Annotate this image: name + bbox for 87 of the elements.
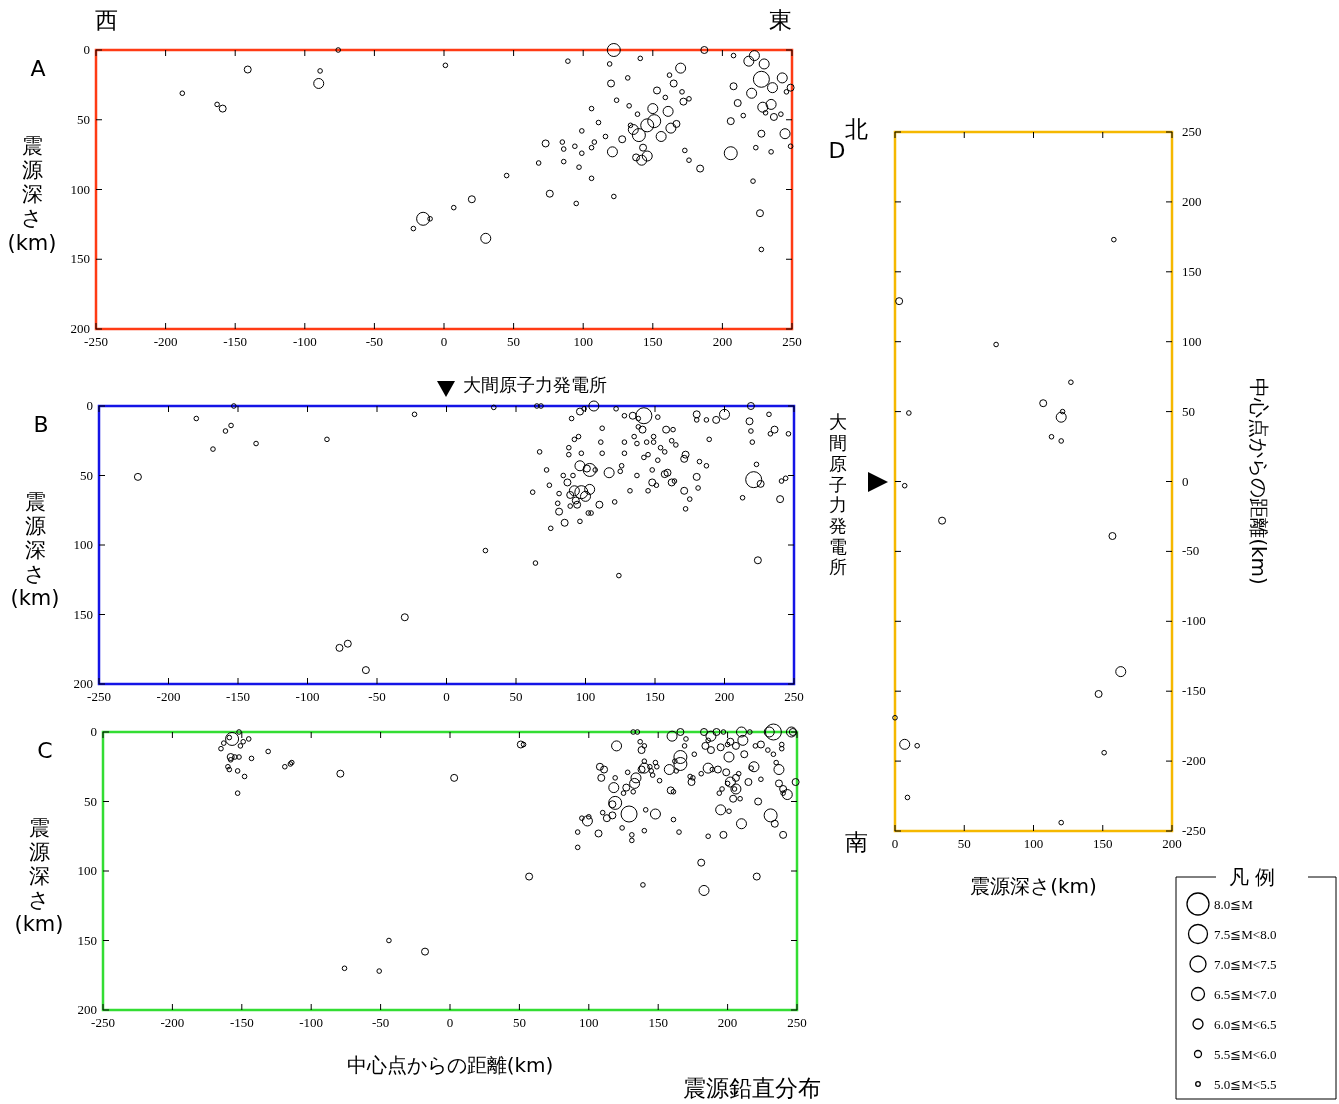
y2-tick-label: 0 <box>1182 473 1189 489</box>
x-tick-label: -100 <box>292 334 317 349</box>
y2-tick-label: -50 <box>1182 543 1200 559</box>
y-tick-label: 200 <box>73 676 93 691</box>
y2-axis-title: 中心点からの距離(km) <box>1247 378 1271 585</box>
y2-tick-label: -250 <box>1182 823 1206 838</box>
x-tick-label: 100 <box>573 334 593 349</box>
y-tick-label: 150 <box>73 606 93 622</box>
y2-tick-label: 250 <box>1182 124 1202 139</box>
x-tick-label: -150 <box>223 334 248 349</box>
x-tick-label: 250 <box>782 334 802 349</box>
x-tick-label: 250 <box>784 689 804 704</box>
x-axis-title: 中心点からの距離(km) <box>346 1053 554 1077</box>
legend-label: 5.0≦M<5.5 <box>1214 1077 1277 1092</box>
y-tick-label: 0 <box>83 42 90 57</box>
x-tick-label: -200 <box>156 689 181 704</box>
y-tick-label: 0 <box>90 724 97 739</box>
x-tick-label: -200 <box>153 334 178 349</box>
text: 北 <box>844 116 868 142</box>
chart-title: A <box>30 56 46 81</box>
x-tick-label: 100 <box>579 1015 599 1030</box>
x-tick-label: 150 <box>645 689 665 704</box>
y-tick-label: 100 <box>77 863 97 878</box>
legend-label: 6.5≦M<7.0 <box>1214 987 1277 1002</box>
text: 南 <box>844 829 868 855</box>
legend-title: 凡 例 <box>1228 865 1276 889</box>
x-tick-label: -150 <box>226 689 250 704</box>
x-tick-label: 50 <box>512 1015 526 1030</box>
x-axis-title: 震源深さ(km) <box>970 874 1097 898</box>
x-tick-label: -100 <box>299 1015 324 1030</box>
x-tick-label: 100 <box>575 689 596 704</box>
y2-tick-label: -100 <box>1182 613 1206 629</box>
x-tick-label: 200 <box>1162 836 1182 851</box>
x-tick-label: -50 <box>365 334 384 349</box>
y-tick-label: 100 <box>73 537 93 552</box>
text: 大間原子力発電所 <box>463 374 607 395</box>
text: 西 <box>94 7 118 33</box>
x-tick-label: 0 <box>443 689 450 704</box>
y-tick-label: 100 <box>70 181 90 197</box>
legend-label: 7.5≦M<8.0 <box>1214 927 1277 942</box>
chart-title: B <box>33 412 49 437</box>
y2-tick-label: -200 <box>1182 753 1206 769</box>
x-tick-label: -250 <box>87 689 111 704</box>
x-tick-label: 200 <box>714 689 735 704</box>
legend-label: 5.5≦M<6.0 <box>1214 1047 1277 1062</box>
y2-tick-label: 200 <box>1182 193 1202 209</box>
y-tick-label: 0 <box>86 398 93 413</box>
x-tick-label: -250 <box>91 1015 115 1030</box>
x-tick-label: -50 <box>371 1015 390 1030</box>
x-tick-label: -250 <box>84 334 108 349</box>
text: 大間原子力発電所 <box>829 411 847 578</box>
x-tick-label: 200 <box>712 334 733 349</box>
x-tick-label: 200 <box>717 1015 738 1030</box>
y-tick-label: 150 <box>70 251 90 267</box>
x-tick-label: 0 <box>891 836 899 851</box>
legend-label: 6.0≦M<6.5 <box>1214 1017 1277 1032</box>
x-tick-label: -200 <box>160 1015 185 1030</box>
x-tick-label: 50 <box>957 836 971 851</box>
x-tick-label: 150 <box>1093 836 1113 851</box>
x-tick-label: 150 <box>648 1015 668 1030</box>
x-tick-label: 150 <box>643 334 663 349</box>
y-tick-label: 50 <box>77 111 90 127</box>
legend-label: 8.0≦M <box>1214 897 1254 912</box>
x-tick-label: 0 <box>440 334 448 349</box>
y-tick-label: 200 <box>70 321 90 336</box>
legend-label: 7.0≦M<7.5 <box>1214 957 1277 972</box>
y-axis-title: 震源深さ(km) <box>14 815 64 937</box>
text: 東 <box>768 7 792 33</box>
x-tick-label: 0 <box>446 1015 454 1030</box>
x-tick-label: 50 <box>507 334 521 349</box>
y-tick-label: 200 <box>77 1002 97 1017</box>
x-tick-label: 250 <box>787 1015 807 1030</box>
chart-title: D <box>828 138 846 163</box>
x-tick-label: 100 <box>1023 836 1044 851</box>
y-tick-label: 150 <box>77 932 97 948</box>
y2-tick-label: 150 <box>1182 263 1202 279</box>
y-tick-label: 50 <box>80 467 93 483</box>
x-tick-label: 50 <box>509 689 523 704</box>
x-tick-label: -100 <box>295 689 320 704</box>
text: 震源鉛直分布 <box>683 1075 821 1101</box>
chart-title: C <box>37 738 53 763</box>
y-tick-label: 50 <box>84 793 97 809</box>
x-tick-label: -150 <box>229 1015 254 1030</box>
y-axis-title: 震源深さ(km) <box>10 489 60 611</box>
y-axis-title: 震源深さ(km) <box>7 134 57 255</box>
x-tick-label: -50 <box>368 689 386 704</box>
y2-tick-label: 50 <box>1182 403 1195 419</box>
